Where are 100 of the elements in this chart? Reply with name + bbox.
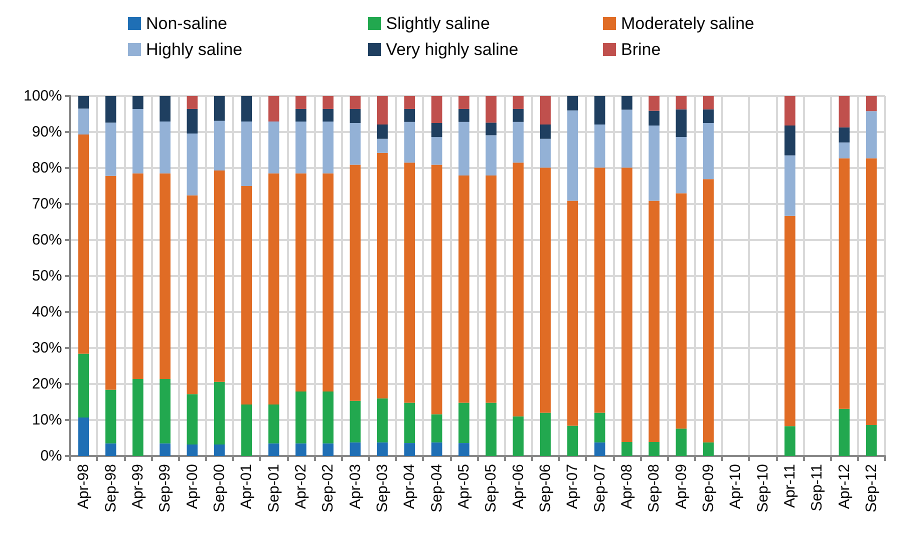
bar <box>866 111 877 158</box>
bar <box>431 164 442 414</box>
bar <box>567 96 578 110</box>
bar <box>404 402 416 444</box>
bar <box>431 123 442 138</box>
bar <box>676 193 687 429</box>
bar <box>322 96 334 109</box>
x-tick-label: Apr-04 <box>401 464 418 510</box>
bar <box>268 122 280 174</box>
x-tick-label: Apr-09 <box>672 464 690 510</box>
x-tick-label: Apr-07 <box>564 464 582 510</box>
legend-label: Brine <box>621 40 661 59</box>
y-tick-label: 60% <box>32 232 62 248</box>
bar <box>214 444 225 456</box>
bar <box>214 96 225 121</box>
bar <box>458 176 470 403</box>
x-tick-label: Apr-02 <box>292 464 310 510</box>
bar <box>431 442 442 456</box>
bar <box>866 425 877 456</box>
x-tick-label: Sep-12 <box>862 464 880 512</box>
bar <box>594 124 606 168</box>
bar <box>376 96 388 124</box>
x-tick-label: Sep-04 <box>428 464 446 512</box>
bar <box>376 124 388 139</box>
bar <box>838 142 850 158</box>
bar <box>186 108 198 134</box>
bar <box>105 176 116 390</box>
bar <box>404 443 416 456</box>
x-tick-label: Sep-98 <box>102 464 120 512</box>
bar <box>648 126 660 201</box>
x-tick-label: Apr-06 <box>510 464 527 510</box>
bar <box>458 96 470 109</box>
bar <box>376 398 388 442</box>
bar <box>241 404 252 456</box>
x-tick-label: Sep-01 <box>265 464 282 512</box>
bar <box>186 394 198 444</box>
bar <box>376 138 388 153</box>
bar <box>350 123 361 165</box>
bar <box>540 412 551 456</box>
bar <box>784 216 796 426</box>
x-tick-label: Apr-98 <box>75 464 92 510</box>
bar <box>594 412 606 442</box>
bar <box>567 200 578 426</box>
x-tick-label: Apr-01 <box>238 464 256 510</box>
bar <box>350 96 361 109</box>
bar <box>540 138 551 168</box>
bar <box>621 168 632 442</box>
bar <box>702 442 714 456</box>
bar <box>322 443 334 456</box>
x-tick-label: Apr-03 <box>346 464 364 510</box>
bar <box>648 442 660 456</box>
bar <box>702 109 714 123</box>
bar <box>512 108 524 122</box>
y-tick-label: 90% <box>32 124 62 140</box>
bar <box>676 137 687 194</box>
bar <box>241 186 252 405</box>
legend-label: Non-saline <box>146 14 228 33</box>
bar <box>78 134 90 354</box>
bar <box>702 179 714 442</box>
y-tick-label: 70% <box>32 196 62 212</box>
x-tick-label: Sep-99 <box>156 464 174 512</box>
x-tick-label: Apr-11 <box>781 464 798 508</box>
bar <box>594 168 606 413</box>
bar <box>295 392 306 444</box>
bar <box>838 158 850 409</box>
bar <box>512 162 524 416</box>
x-tick-label: Apr-00 <box>184 464 201 510</box>
bar <box>105 443 116 456</box>
bar <box>404 96 416 109</box>
bar <box>621 442 632 456</box>
bar <box>214 120 225 171</box>
x-tick-label: Apr-99 <box>129 464 146 510</box>
legend-label: Very highly saline <box>386 40 518 59</box>
bar <box>78 417 90 456</box>
y-tick-label: 0% <box>40 448 62 464</box>
bar <box>594 96 606 124</box>
x-tick-label: Apr-12 <box>836 464 853 510</box>
bar <box>784 426 796 456</box>
y-tick-label: 10% <box>32 412 62 428</box>
bar <box>132 173 144 379</box>
y-tick-label: 30% <box>32 340 62 356</box>
bar <box>160 443 171 456</box>
bar <box>214 382 225 444</box>
bar <box>350 442 361 456</box>
bar <box>105 122 116 176</box>
x-tick-label: Sep-06 <box>536 464 554 512</box>
bar <box>186 133 198 196</box>
bar <box>376 152 388 398</box>
x-tick-label: Apr-10 <box>727 464 744 510</box>
bar <box>105 390 116 444</box>
bar <box>322 392 334 444</box>
bar <box>838 96 850 128</box>
x-tick-label: Apr-08 <box>618 464 636 510</box>
y-tick-label: 40% <box>32 304 62 320</box>
bar <box>350 400 361 442</box>
bar <box>105 96 116 123</box>
bar <box>648 110 660 126</box>
bar <box>540 168 551 413</box>
x-tick-label: Apr-05 <box>455 464 472 510</box>
bar <box>431 137 442 165</box>
